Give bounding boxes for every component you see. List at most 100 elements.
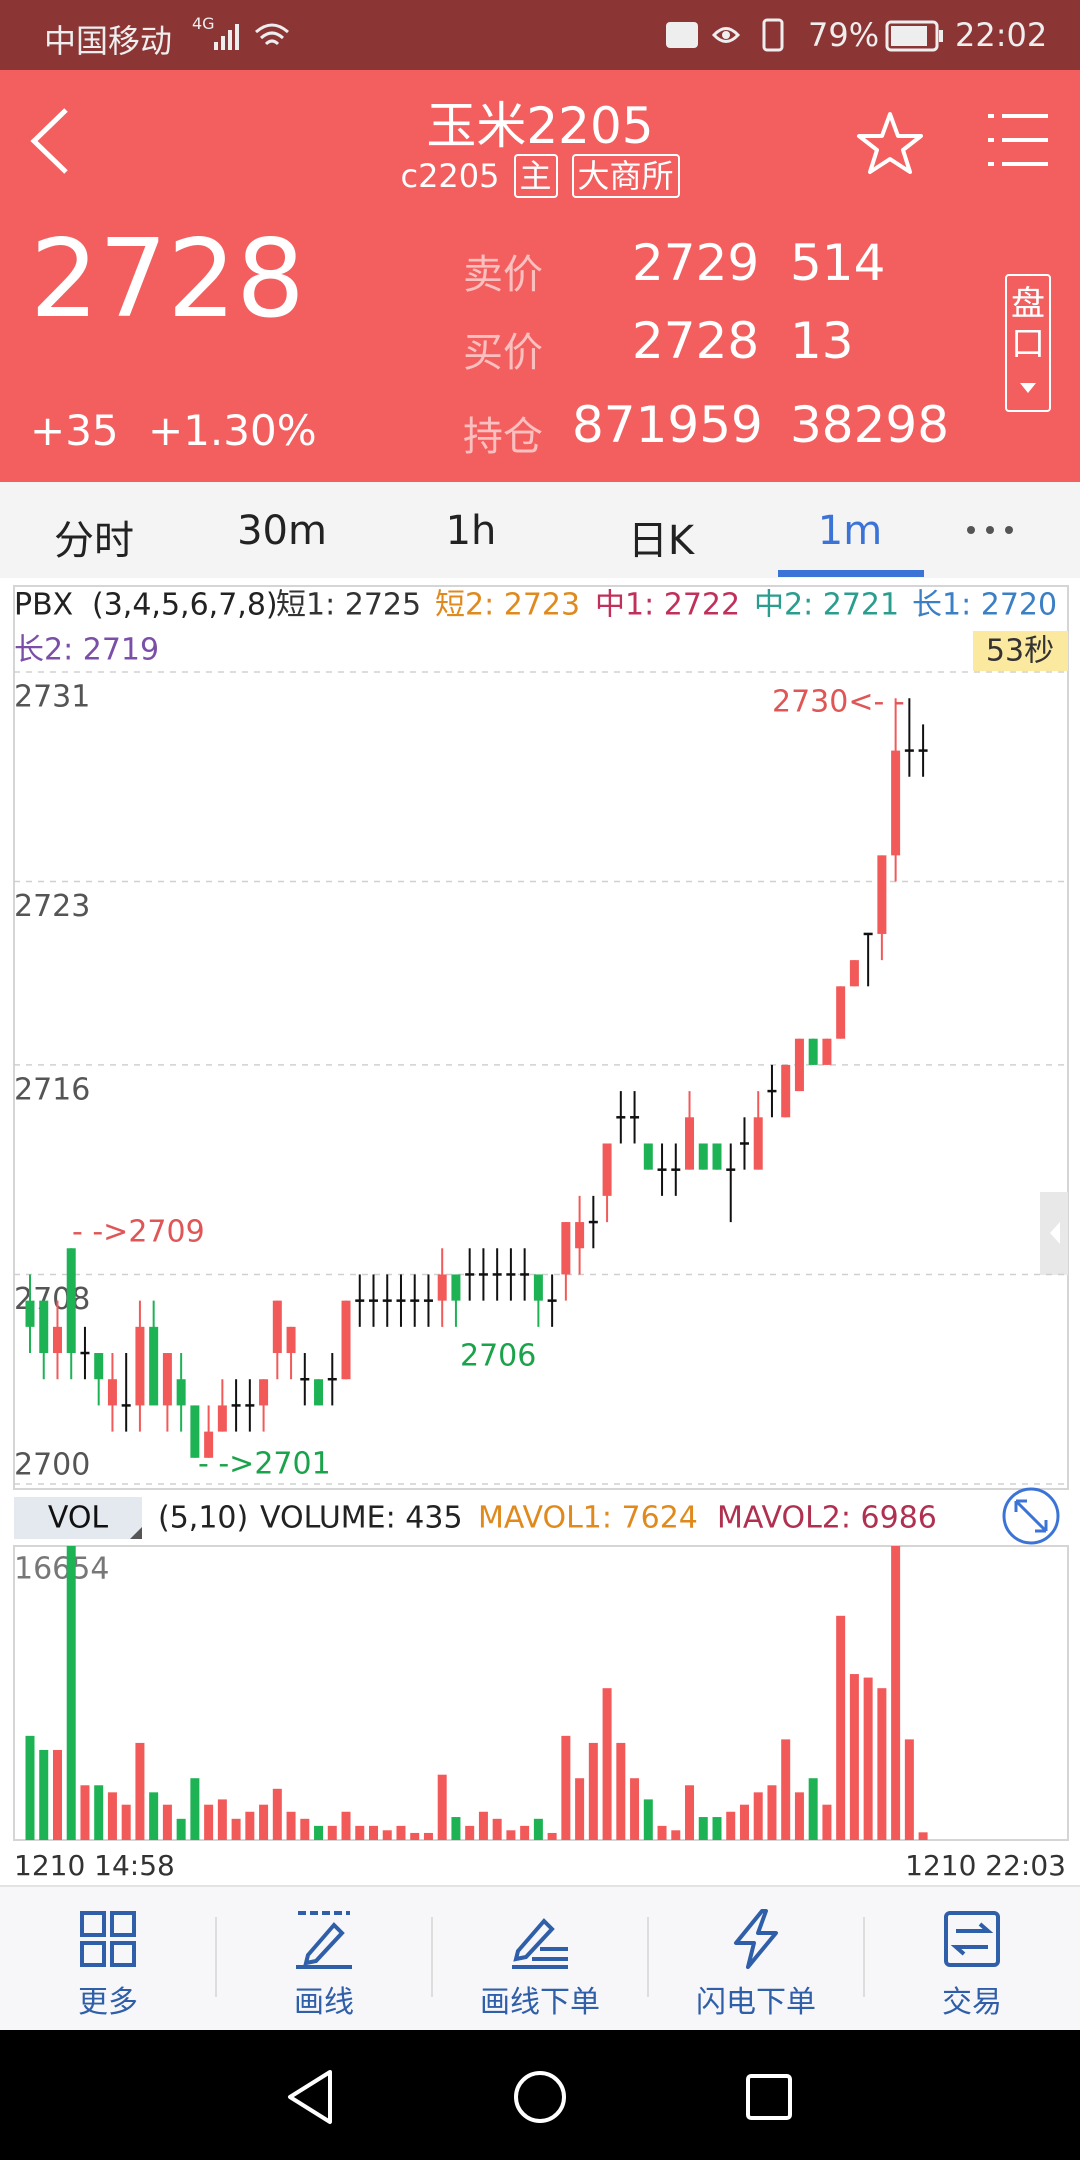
more-tabs[interactable] <box>965 522 1015 538</box>
volume-bar <box>396 1825 406 1840</box>
tab[interactable]: 日K <box>627 518 695 564</box>
volume-bar <box>904 1739 914 1840</box>
y-tick-label: 2700 <box>14 1448 90 1483</box>
candle-body <box>176 1379 186 1406</box>
annotation: 2730<- - <box>772 685 905 720</box>
candle-body <box>423 1299 433 1302</box>
candle-body <box>396 1299 406 1302</box>
nav-recent[interactable] <box>746 2074 792 2120</box>
menu-button[interactable] <box>986 110 1052 170</box>
candle-body <box>506 1273 516 1276</box>
tool-label: 画线 <box>294 1985 354 2020</box>
volume-bar <box>863 1677 873 1840</box>
volume-bar <box>726 1811 736 1840</box>
expand-button[interactable] <box>1002 1487 1060 1545</box>
candle-body <box>616 1116 626 1119</box>
volume-bar <box>891 1546 901 1840</box>
panel-button[interactable]: 盘口 <box>1005 274 1051 412</box>
candle-body <box>465 1273 475 1276</box>
volume-bar <box>918 1832 928 1840</box>
bottom-toolbar: 更多 画线 画线下单 闪电下单 交易 <box>0 1885 1080 2032</box>
title: 玉米2205 <box>426 97 654 155</box>
contract-code: c2205 <box>400 157 500 195</box>
tab[interactable]: 1h <box>445 508 497 554</box>
volume-bar <box>465 1825 475 1840</box>
candle-body <box>520 1273 530 1276</box>
tool-draw-order[interactable]: 画线下单 <box>432 1887 648 2032</box>
volume-bar <box>808 1778 818 1840</box>
tab-underline <box>778 570 924 577</box>
candle-body <box>685 1117 695 1170</box>
tool-more[interactable]: 更多 <box>0 1887 216 2032</box>
candle-body <box>135 1326 145 1406</box>
volume-bar <box>575 1778 585 1840</box>
volume-bar <box>355 1825 365 1840</box>
volume-tick-label: 16654 <box>14 1552 109 1587</box>
tool-icon <box>296 1911 352 1969</box>
quote-volume: 38298 <box>790 396 950 454</box>
candle-body <box>25 1300 35 1327</box>
tool-label: 更多 <box>78 1985 138 2020</box>
tab-active[interactable]: 1m <box>817 508 883 554</box>
candle-body <box>314 1379 324 1406</box>
volume-bar <box>217 1799 227 1840</box>
main-tag: 主 <box>513 154 558 198</box>
volume-bar <box>547 1832 557 1840</box>
volume-bar <box>437 1774 447 1840</box>
candle-body <box>149 1326 159 1406</box>
favorite-button[interactable] <box>855 110 925 176</box>
tool-label: 交易 <box>942 1985 1002 2020</box>
volume-bar <box>176 1818 186 1840</box>
volume-bar <box>685 1785 695 1840</box>
nav-back[interactable] <box>288 2070 332 2124</box>
y-tick-label: 2708 <box>14 1282 90 1317</box>
volume-bar <box>822 1804 832 1840</box>
candle-body <box>891 750 901 856</box>
vol-ma1: MAVOL1: 7624 <box>478 1501 698 1536</box>
vol-ma2: MAVOL2: 6986 <box>717 1501 937 1536</box>
candle-body <box>94 1353 104 1380</box>
candle-body <box>781 1064 791 1118</box>
tool-draw[interactable]: 画线 <box>216 1887 432 2032</box>
separator <box>863 1917 865 1997</box>
candle-body <box>698 1143 708 1170</box>
volume-bar <box>739 1804 749 1840</box>
candle-body <box>533 1274 543 1301</box>
volume-bar <box>259 1804 269 1840</box>
candle-body <box>808 1038 818 1065</box>
back-button[interactable] <box>26 106 76 176</box>
tab[interactable]: 30m <box>237 508 327 554</box>
legend-item: 长2: 2719 <box>14 633 159 668</box>
candle-body <box>739 1142 749 1145</box>
quote-volume: 13 <box>790 312 854 370</box>
volume-bar <box>369 1825 378 1840</box>
price-change: +35 <box>30 406 119 455</box>
tool-trade[interactable]: 交易 <box>864 1887 1080 2032</box>
volume-bar <box>135 1742 145 1840</box>
indicator-params: (3,4,5,6,7,8) <box>92 588 278 623</box>
tab[interactable]: 分时 <box>54 518 134 564</box>
candle-body <box>671 1168 681 1171</box>
candle-body <box>794 1038 804 1092</box>
navigation-bar <box>0 2030 1080 2160</box>
y-tick-label: 2731 <box>14 680 90 715</box>
panel-button-label: 盘口 <box>1011 284 1045 364</box>
y-tick-label: 2716 <box>14 1072 90 1107</box>
separator <box>431 1917 433 1997</box>
vol-label-box[interactable] <box>14 1497 142 1539</box>
volume-bar <box>712 1817 722 1840</box>
carrier: 中国移动 <box>44 22 173 60</box>
candle-body <box>643 1143 653 1170</box>
volume-bar <box>341 1811 351 1840</box>
nav-home[interactable] <box>514 2071 566 2123</box>
tool-label: 画线下单 <box>480 1985 600 2020</box>
price-change-pct: +1.30% <box>148 406 317 455</box>
volume-bar <box>52 1749 62 1840</box>
volume-bar <box>286 1811 296 1840</box>
volume-bar <box>616 1742 626 1840</box>
volume-bar <box>245 1811 255 1840</box>
candle-body <box>369 1299 378 1302</box>
tool-flash-order[interactable]: 闪电下单 <box>648 1887 864 2032</box>
timer: 53秒 <box>986 634 1054 669</box>
